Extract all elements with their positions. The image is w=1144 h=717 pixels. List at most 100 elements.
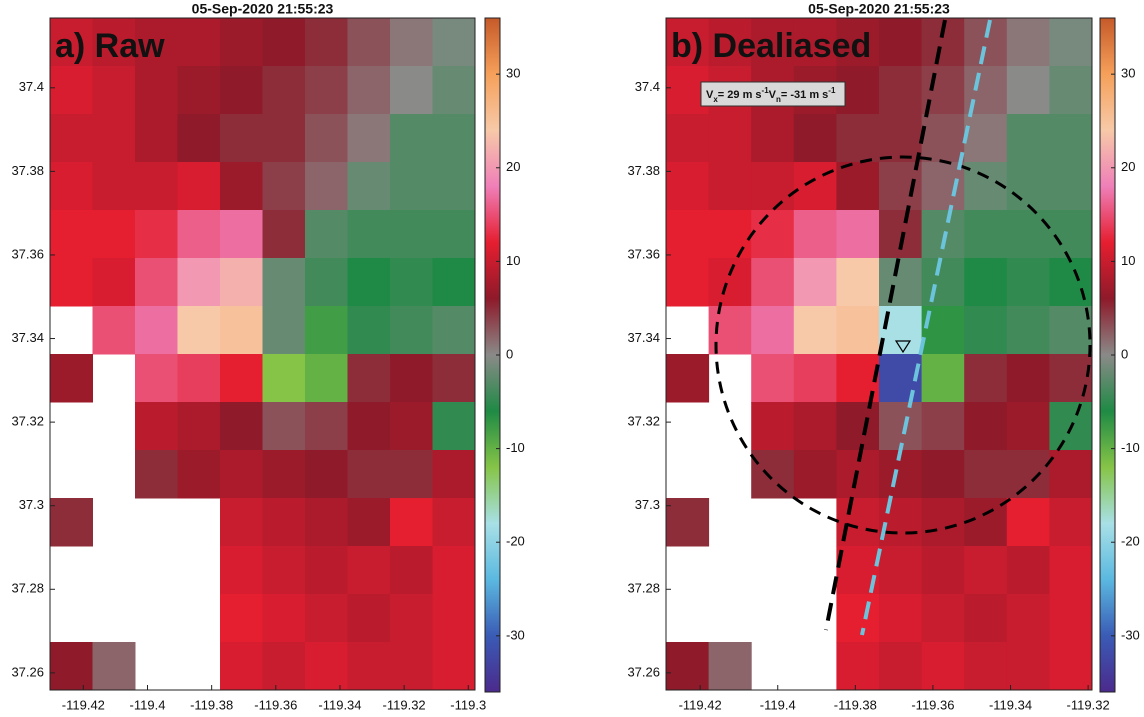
cell: [220, 66, 263, 115]
cell: [708, 642, 752, 691]
cell: [432, 498, 476, 547]
y-tick-label: 37.38: [11, 163, 44, 178]
cell: [50, 498, 93, 547]
cell: [262, 306, 306, 355]
x-tick-label: -119.42: [679, 697, 722, 712]
cell: [305, 18, 348, 67]
cell: [390, 402, 433, 451]
cell: [262, 210, 306, 259]
cell: [1006, 18, 1050, 67]
cell: [793, 162, 837, 211]
cell: [92, 114, 136, 163]
cell: [390, 210, 433, 259]
x-tick-label: -119.32: [383, 697, 426, 712]
cell: [751, 258, 795, 307]
x-tick-label: -119.3: [450, 697, 486, 712]
cell: [305, 402, 348, 451]
cell: [836, 210, 880, 259]
cell: [921, 594, 965, 643]
cell: [220, 450, 263, 499]
cell: [177, 354, 221, 403]
cell: [1049, 546, 1093, 595]
y-tick-label: 37.28: [627, 581, 660, 596]
cell: [879, 66, 923, 115]
cell: [347, 66, 391, 115]
cell: [751, 450, 795, 499]
colorbar-tick-label: 30: [506, 66, 520, 81]
dashed-line-blue: [860, 19, 992, 636]
cell: [305, 642, 348, 691]
cell: [1049, 498, 1093, 547]
y-tick-label: 37.32: [627, 414, 660, 429]
cell: [347, 546, 391, 595]
cell: [879, 162, 923, 211]
cell: [92, 162, 136, 211]
cell: [1006, 210, 1050, 259]
cell: [921, 642, 965, 691]
cell: [390, 354, 433, 403]
x-tick-label: -119.34: [989, 697, 1032, 712]
panel-label: a) Raw: [55, 27, 165, 65]
cell: [432, 114, 476, 163]
cell: [220, 498, 263, 547]
cell: [135, 162, 178, 211]
x-tick-label: -119.36: [254, 697, 297, 712]
cell: [666, 18, 710, 67]
cell: [921, 402, 965, 451]
cell: [1049, 450, 1093, 499]
cell: [879, 258, 923, 307]
cell: [432, 402, 476, 451]
cell: [262, 594, 306, 643]
cell: [50, 258, 93, 307]
cell: [1049, 354, 1093, 403]
colorbar-tick-label: 30: [1121, 66, 1135, 81]
cell: [135, 258, 178, 307]
cell: [964, 642, 1008, 691]
cell: [666, 114, 710, 163]
cell: [1006, 642, 1050, 691]
colorbar-tick-label: 20: [1121, 159, 1135, 174]
y-tick-label: 37.28: [11, 581, 44, 596]
colorbar-tick-label: 10: [506, 253, 520, 268]
plot-frame: [665, 17, 1093, 691]
cell: [1006, 546, 1050, 595]
annotation-part: = -31 m s: [781, 89, 828, 101]
x-tick-label: -119.36: [911, 697, 954, 712]
cell: [964, 306, 1008, 355]
cell: [177, 210, 221, 259]
cell: [432, 450, 476, 499]
cell: [793, 450, 837, 499]
cell: [1049, 306, 1093, 355]
cell: [666, 498, 710, 547]
cell: [879, 498, 923, 547]
cell: [666, 354, 710, 403]
y-tick-label: 37.34: [627, 330, 660, 345]
cell: [220, 114, 263, 163]
cell: [92, 18, 136, 67]
colorbar-tick-label: 0: [1121, 346, 1128, 361]
cell: [836, 594, 880, 643]
cell: [347, 306, 391, 355]
cell: [92, 642, 136, 691]
cell: [305, 546, 348, 595]
cell: [305, 306, 348, 355]
cell: [1006, 594, 1050, 643]
cell: [964, 162, 1008, 211]
cell: [262, 546, 306, 595]
cell: [50, 162, 93, 211]
annotation-part: V: [769, 89, 777, 101]
panel-label: b) Dealiased: [671, 27, 871, 65]
cell: [432, 354, 476, 403]
cell: [921, 354, 965, 403]
cell: [432, 258, 476, 307]
cell: [879, 210, 923, 259]
cell: [262, 498, 306, 547]
cell: [305, 162, 348, 211]
cell: [135, 402, 178, 451]
cell: [305, 354, 348, 403]
cell: [220, 594, 263, 643]
cell: [305, 450, 348, 499]
cell: [1049, 66, 1093, 115]
cell: [836, 18, 880, 67]
cell: [708, 210, 752, 259]
